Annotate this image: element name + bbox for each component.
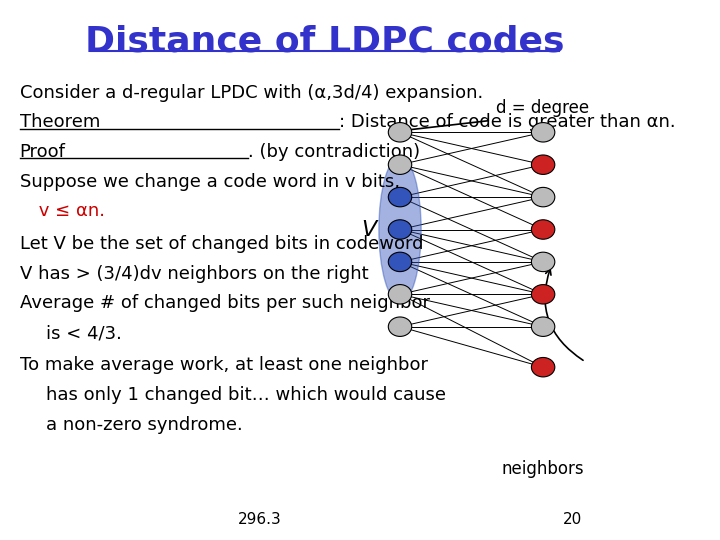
Circle shape bbox=[531, 252, 555, 272]
Text: has only 1 changed bit… which would cause: has only 1 changed bit… which would caus… bbox=[45, 386, 446, 404]
Circle shape bbox=[531, 317, 555, 336]
Text: Suppose we change a code word in v bits,: Suppose we change a code word in v bits, bbox=[19, 173, 400, 191]
Circle shape bbox=[531, 357, 555, 377]
Text: . (by contradiction): . (by contradiction) bbox=[248, 143, 420, 161]
Text: Distance of LDPC codes: Distance of LDPC codes bbox=[86, 24, 565, 58]
Text: a non-zero syndrome.: a non-zero syndrome. bbox=[45, 416, 243, 434]
Circle shape bbox=[388, 155, 412, 174]
Text: Proof: Proof bbox=[19, 143, 66, 161]
Text: 296.3: 296.3 bbox=[238, 511, 282, 526]
Ellipse shape bbox=[379, 157, 421, 302]
Circle shape bbox=[388, 123, 412, 142]
Text: Theorem: Theorem bbox=[19, 113, 100, 131]
Text: v ≤ αn.: v ≤ αn. bbox=[32, 202, 104, 220]
Circle shape bbox=[388, 220, 412, 239]
Text: 20: 20 bbox=[563, 511, 582, 526]
Circle shape bbox=[531, 285, 555, 304]
Circle shape bbox=[531, 220, 555, 239]
Text: Let V be the set of changed bits in codeword: Let V be the set of changed bits in code… bbox=[19, 235, 423, 253]
Circle shape bbox=[388, 317, 412, 336]
Text: is < 4/3.: is < 4/3. bbox=[45, 324, 122, 342]
Circle shape bbox=[388, 252, 412, 272]
Circle shape bbox=[531, 187, 555, 207]
Text: neighbors: neighbors bbox=[502, 460, 585, 478]
Text: Consider a d-regular LPDC with (α,3d/4) expansion.: Consider a d-regular LPDC with (α,3d/4) … bbox=[19, 84, 483, 102]
Text: V: V bbox=[361, 219, 377, 240]
Text: To make average work, at least one neighbor: To make average work, at least one neigh… bbox=[19, 356, 428, 374]
Text: d = degree: d = degree bbox=[495, 99, 589, 117]
Circle shape bbox=[388, 187, 412, 207]
Circle shape bbox=[388, 285, 412, 304]
Circle shape bbox=[531, 155, 555, 174]
Text: : Distance of code is greater than αn.: : Distance of code is greater than αn. bbox=[339, 113, 676, 131]
Text: Average # of changed bits per such neighbor: Average # of changed bits per such neigh… bbox=[19, 294, 430, 312]
Circle shape bbox=[531, 123, 555, 142]
Text: V has > (3/4)dv neighbors on the right: V has > (3/4)dv neighbors on the right bbox=[19, 265, 368, 282]
